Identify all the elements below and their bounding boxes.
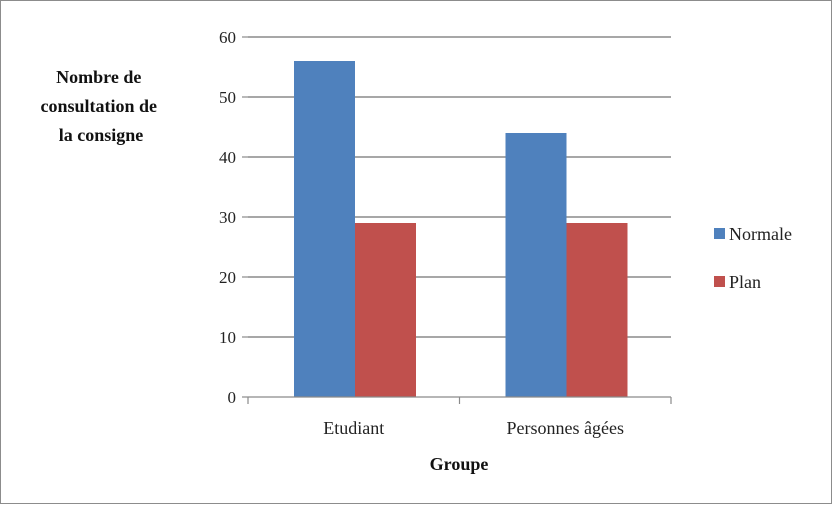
y-tick-label: 0 bbox=[228, 388, 237, 407]
y-tick-label: 60 bbox=[219, 28, 236, 47]
y-tick-label: 40 bbox=[219, 148, 236, 167]
legend-label-plan: Plan bbox=[729, 272, 761, 292]
y-axis-title-line-3: la consigne bbox=[59, 125, 144, 145]
bar-normale-0 bbox=[294, 61, 355, 397]
y-axis-title-line-2: consultation de bbox=[40, 96, 157, 116]
y-tick-label: 50 bbox=[219, 88, 236, 107]
y-axis-title: Nombre de consultation de la consigne bbox=[40, 67, 161, 145]
y-tick-label: 10 bbox=[219, 328, 236, 347]
x-axis-title: Groupe bbox=[430, 454, 489, 474]
y-axis-title-line-1: Nombre de bbox=[56, 67, 141, 87]
legend-swatch-plan bbox=[714, 276, 725, 287]
bar-plan-0 bbox=[355, 223, 416, 397]
x-axis-categories: Etudiant Personnes âgées bbox=[323, 418, 624, 438]
x-category-label: Personnes âgées bbox=[507, 418, 624, 438]
legend-label-normale: Normale bbox=[729, 224, 792, 244]
legend-swatch-normale bbox=[714, 228, 725, 239]
x-axis-ticks bbox=[247, 397, 672, 404]
x-category-label: Etudiant bbox=[323, 418, 384, 438]
y-axis-ticks: 0 10 20 30 40 50 60 bbox=[219, 28, 248, 407]
bars bbox=[294, 61, 628, 397]
bar-plan-1 bbox=[566, 223, 628, 397]
y-tick-label: 20 bbox=[219, 268, 236, 287]
bar-normale-1 bbox=[505, 133, 567, 397]
legend: Normale Plan bbox=[714, 224, 792, 292]
y-tick-label: 30 bbox=[219, 208, 236, 227]
